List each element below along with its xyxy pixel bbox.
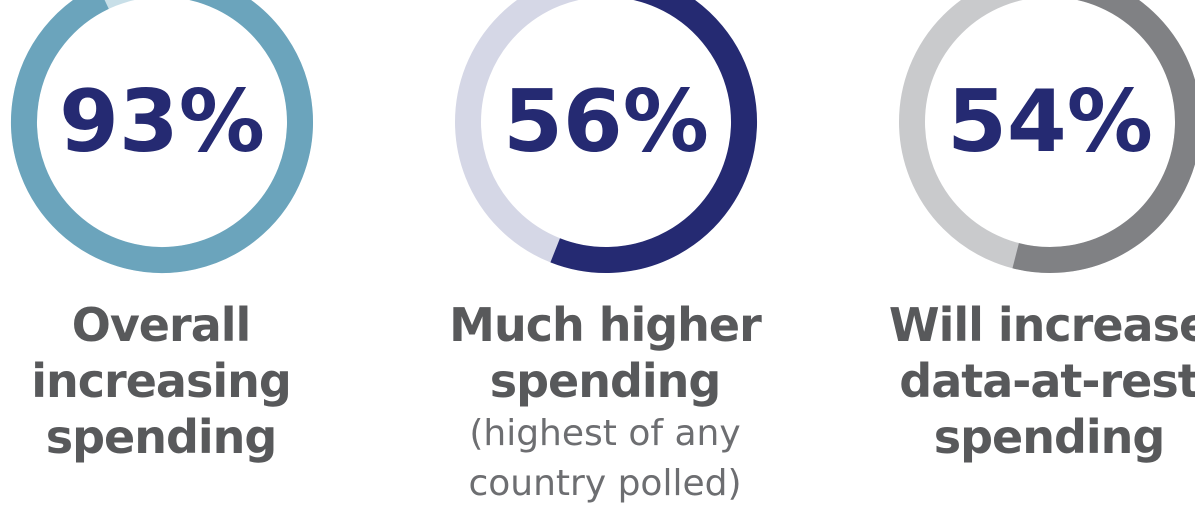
donut-3-label-line-3: spending [933, 410, 1166, 464]
donut-3-label-line-2: data-at-rest [899, 354, 1195, 408]
donut-2-label: Much higher spending (highest of any cou… [425, 297, 785, 509]
donut-3-label-line-1: Will increase [888, 298, 1195, 352]
donut-1-value-arc [11, 0, 313, 273]
donut-2-label-line-2: spending [489, 354, 722, 408]
donut-2-value-arc [550, 0, 757, 273]
donut-3-value-arc [1012, 0, 1195, 273]
donut-2-note-line-1: (highest of any [469, 413, 741, 454]
donut-3: 54% [899, 0, 1195, 273]
donut-3-label: Will increase data-at-rest spending [869, 297, 1195, 465]
donut-2-label-line-1: Much higher [449, 298, 762, 352]
donut-1-percent: 93% [59, 72, 265, 172]
donut-1-label-line-1: Overall [71, 298, 252, 352]
donut-2: 56% [455, 0, 757, 273]
donut-1-label: Overall increasing spending [0, 297, 341, 465]
donut-1: 93% [11, 0, 313, 273]
donut-3-percent: 54% [947, 72, 1153, 172]
donut-1-label-line-2: increasing [31, 354, 292, 408]
donut-2-note-line-2: country polled) [468, 463, 742, 504]
donut-2-percent: 56% [503, 72, 709, 172]
donut-1-label-line-3: spending [45, 410, 278, 464]
